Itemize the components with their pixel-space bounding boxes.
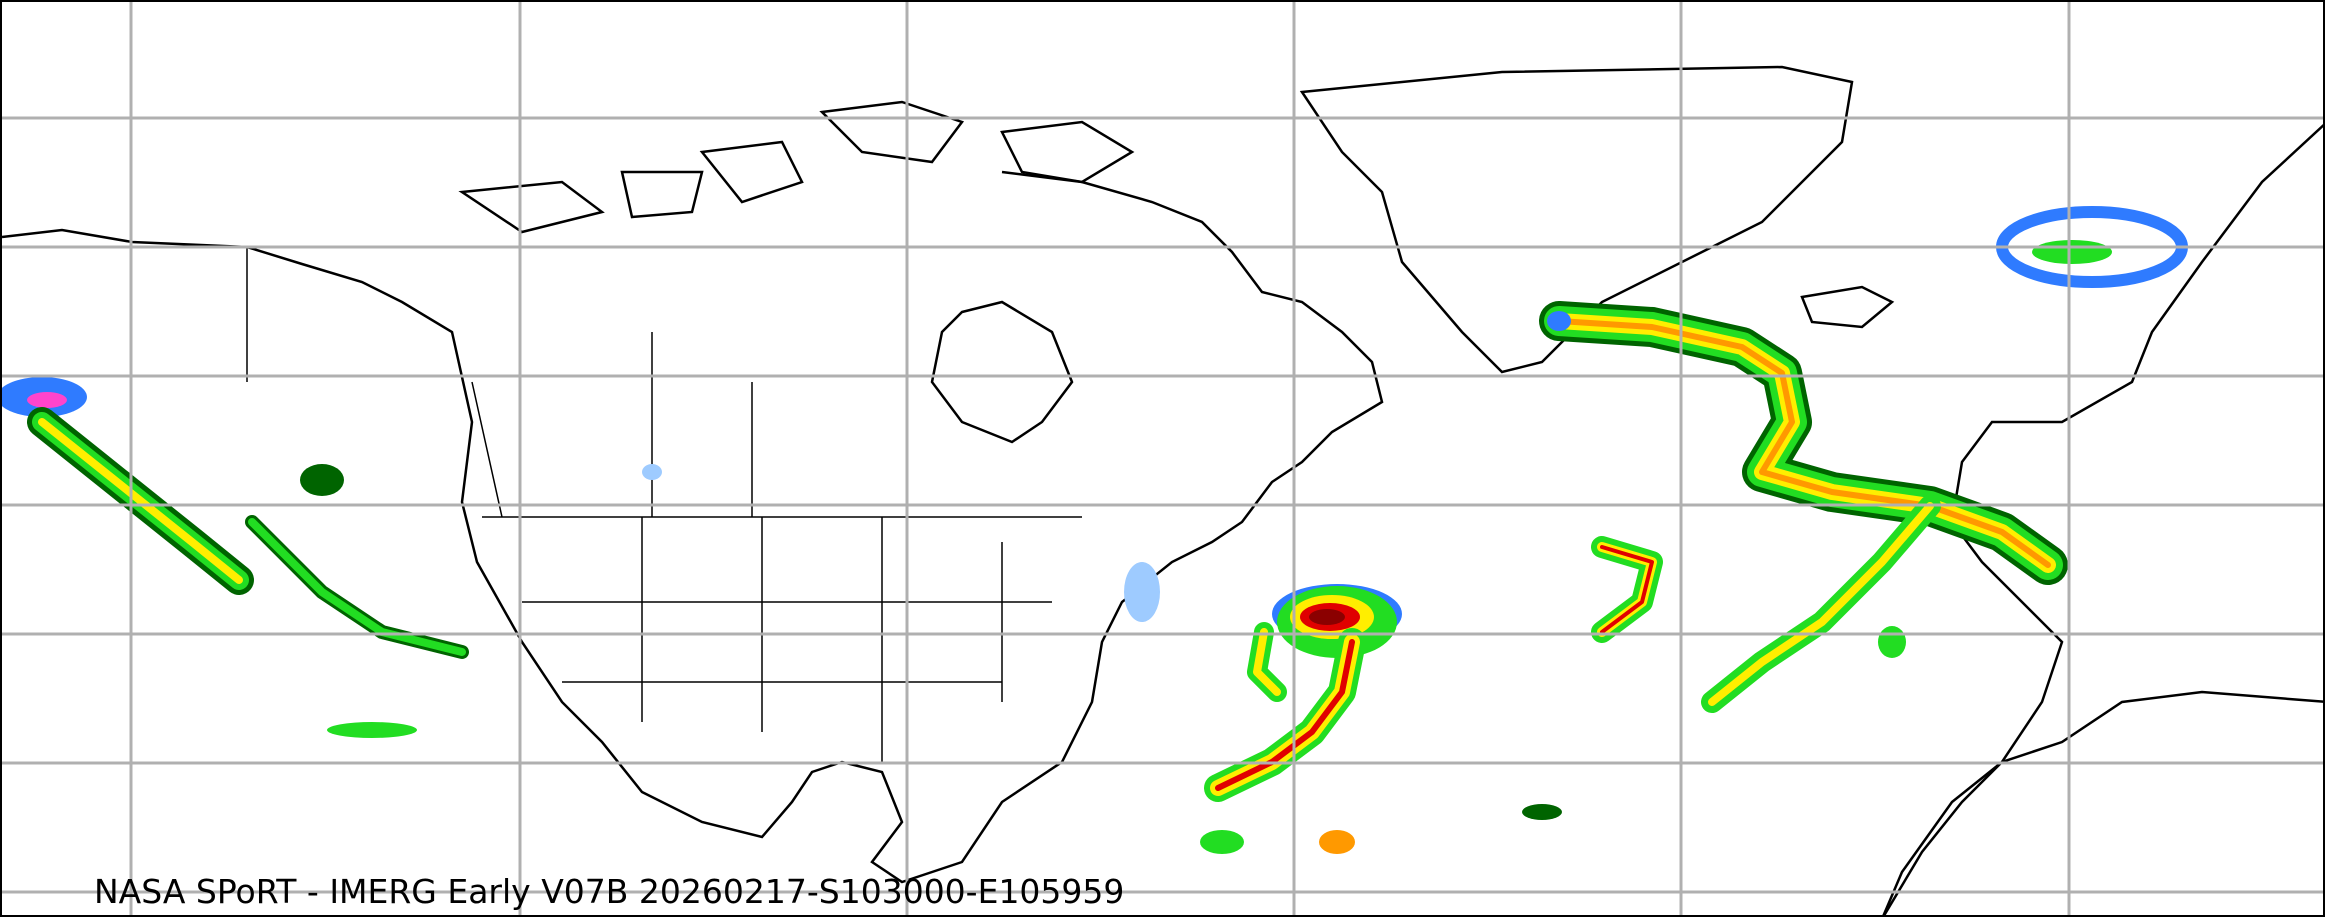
iceland-coastline [1800,285,1895,329]
precip-pacific-coast [38,418,243,584]
map-caption: NASA SPoRT - IMERG Early V07B 20260217-S… [94,872,1125,911]
precip-iberia [1878,626,1906,658]
africa-coastline [1882,690,2323,915]
precip-northeast [1124,562,1160,622]
precip-mid-atlantic [1600,545,1654,634]
precip-cyclone-peak [1309,609,1345,625]
precip-cyclone-arm [1253,628,1281,696]
precip-caribbean [1200,830,1244,854]
precip-pacific-band [248,518,466,656]
precip-atlantic-south [1522,804,1562,820]
precip-arctic [2032,240,2112,264]
precip-alaska-core [27,392,67,408]
precip-caribbean-cell [1319,830,1355,854]
precip-atlantic-band [1556,318,2051,568]
precip-scattered [642,464,662,480]
precip-pacific-south [327,722,417,738]
precipitation-layer [2,206,2188,854]
hudson-bay-coastline [930,300,1074,444]
precip-greenland-tip [1547,311,1571,331]
canada-border [246,247,753,518]
us-states [482,516,1082,762]
coastlines [2,65,2323,915]
precip-cold-front [1215,639,1355,791]
arctic-islands [458,100,1135,234]
precip-atlantic-tail [1708,502,1934,706]
north-america-coastline [2,170,1384,884]
greenland-coastline [1299,65,1854,374]
precip-inland [300,464,344,496]
precip-atlantic-band [1551,313,2056,573]
